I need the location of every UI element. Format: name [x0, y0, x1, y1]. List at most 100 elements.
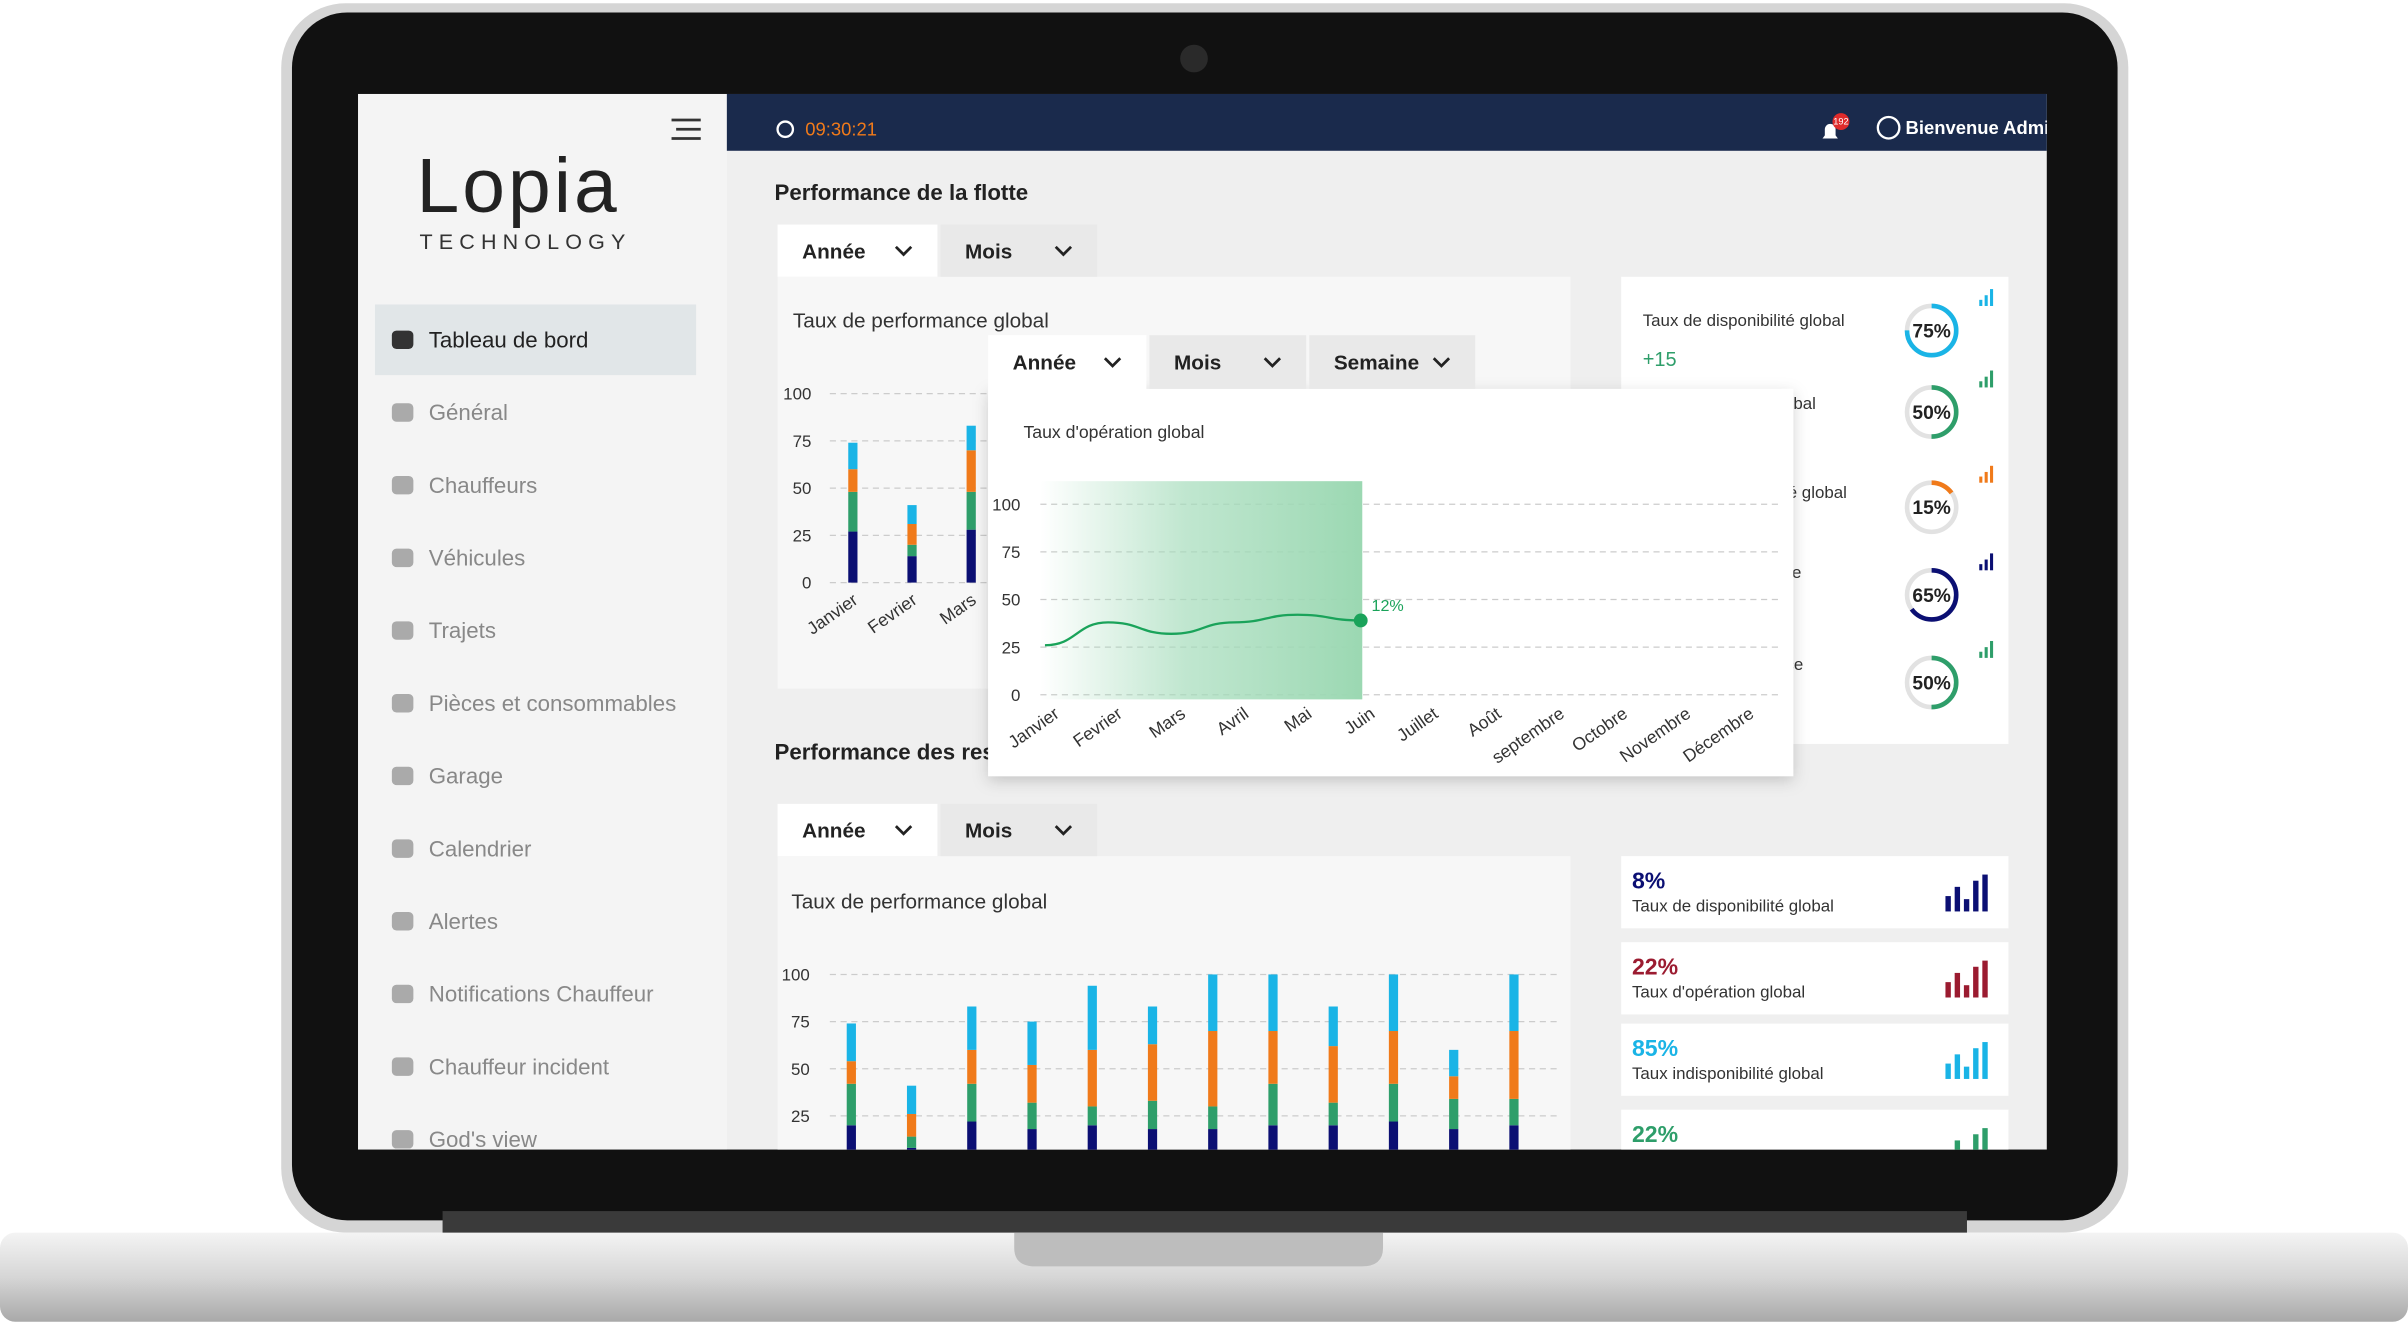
stat-value: 22%	[1632, 953, 1678, 979]
stat-label: Taux d'opération global	[1632, 982, 1805, 1001]
menu-icon	[391, 1057, 414, 1076]
stat-icon	[1973, 1134, 1979, 1150]
menu-icon	[391, 839, 414, 858]
y-tick-label: 75	[1002, 543, 1021, 562]
tab-label[interactable]: Année	[1013, 352, 1076, 375]
menu-item[interactable]: Pièces et consommables	[429, 691, 677, 716]
badge-count: 192	[1833, 117, 1848, 127]
stat-icon	[1945, 1063, 1951, 1079]
logo: Lopia	[416, 143, 619, 229]
line	[1044, 613, 1361, 647]
user-name[interactable]: Bienvenue Admin	[1906, 117, 2061, 138]
bar-segment	[848, 491, 858, 532]
menu-item[interactable]: Alertes	[429, 909, 498, 934]
menu-item[interactable]: Véhicules	[429, 546, 526, 571]
tab-label[interactable]: Mois	[1174, 352, 1221, 375]
bar-segment	[1328, 1125, 1338, 1150]
trend-icon	[1984, 559, 1988, 571]
menu-item[interactable]: Tableau de bord	[429, 327, 589, 352]
bar-segment	[907, 505, 917, 524]
tab[interactable]	[940, 803, 1098, 857]
stat-card	[1621, 1109, 2009, 1150]
bar-segment	[848, 442, 858, 470]
menu-item[interactable]: Notifications Chauffeur	[429, 982, 654, 1007]
trend-icon	[1979, 651, 1983, 658]
menu-toggle[interactable]	[671, 118, 701, 140]
bar-segment	[967, 1121, 977, 1150]
bar-segment	[1147, 1044, 1158, 1101]
tab[interactable]	[940, 224, 1098, 277]
y-tick-label: 50	[793, 479, 812, 498]
menu-item[interactable]: Chauffeur incident	[429, 1054, 610, 1079]
menu-item[interactable]: Trajets	[429, 618, 496, 643]
chart-title: Taux de performance global	[791, 890, 1047, 913]
y-tick-label: 100	[782, 966, 810, 985]
menu-item[interactable]: God's view	[429, 1127, 538, 1152]
menu-item[interactable]: Chauffeurs	[429, 473, 538, 498]
stat-icon	[1973, 966, 1979, 998]
stat-value: 22%	[1632, 1121, 1678, 1147]
trend-icon	[1990, 289, 1994, 306]
tab-label[interactable]: Mois	[965, 240, 1012, 263]
bar-segment	[966, 425, 976, 451]
ring-label: 75%	[1912, 321, 1950, 342]
bar-segment	[906, 1085, 917, 1114]
user-icon[interactable]	[1876, 115, 1901, 140]
y-tick-label: 0	[802, 574, 811, 593]
bar-segment	[1388, 974, 1399, 1032]
bar-segment	[1449, 1076, 1459, 1099]
notch	[1014, 1232, 1384, 1267]
bar-segment	[1509, 1098, 1519, 1126]
trend-icon	[1984, 376, 1988, 388]
stat-card	[1621, 856, 2009, 929]
chart-title: Taux d'opération global	[1023, 422, 1204, 442]
camera	[1180, 44, 1208, 73]
tab-label[interactable]: Semaine	[1334, 352, 1419, 375]
ring-label: 15%	[1912, 498, 1950, 519]
trend-icon	[1979, 476, 1983, 483]
tab[interactable]	[777, 224, 938, 277]
bar-segment	[846, 1061, 856, 1084]
stat-value: 8%	[1632, 867, 1665, 893]
y-tick-label: 50	[791, 1060, 810, 1079]
stat-label: Taux de disponibilité global	[1632, 896, 1834, 915]
trend-icon	[1990, 640, 1994, 658]
bar-segment	[1208, 1106, 1218, 1130]
menu-item-active-bg[interactable]	[374, 304, 697, 376]
bar-segment	[907, 523, 917, 545]
tab[interactable]	[1309, 335, 1476, 389]
bar-segment	[1268, 1031, 1278, 1084]
bar-segment	[966, 450, 976, 492]
menu-item[interactable]: Garage	[429, 764, 503, 789]
y-tick-label: 75	[793, 432, 812, 451]
sidebar-bg	[358, 93, 727, 1150]
menu-item[interactable]: Calendrier	[429, 836, 532, 861]
tab-label[interactable]: Année	[802, 240, 865, 263]
bar-segment	[907, 544, 917, 557]
header-bg	[726, 93, 2047, 151]
bell-icon[interactable]	[1822, 123, 1838, 139]
bar-segment	[967, 1049, 977, 1084]
bar-segment	[1087, 1049, 1097, 1107]
y-tick-label: 25	[1002, 638, 1021, 657]
bar-segment	[967, 1006, 977, 1050]
menu-icon	[391, 694, 414, 713]
menu-icon	[391, 403, 414, 422]
bar-segment	[907, 556, 917, 583]
bar-segment	[1328, 1102, 1338, 1126]
tab[interactable]	[1149, 335, 1307, 389]
menu-item[interactable]: Général	[429, 400, 508, 425]
tab-label[interactable]: Mois	[965, 820, 1012, 843]
tab-label[interactable]: Année	[802, 820, 865, 843]
bar-segment	[1268, 1125, 1278, 1150]
stat-icon	[1945, 896, 1951, 912]
point	[1353, 613, 1368, 628]
chevron	[1432, 357, 1451, 368]
section-title: Performance de la flotte	[774, 180, 1028, 205]
trend-icon	[1979, 564, 1983, 571]
tab[interactable]	[988, 335, 1147, 389]
tab[interactable]	[777, 803, 938, 857]
stat-icon	[1982, 1042, 1988, 1079]
